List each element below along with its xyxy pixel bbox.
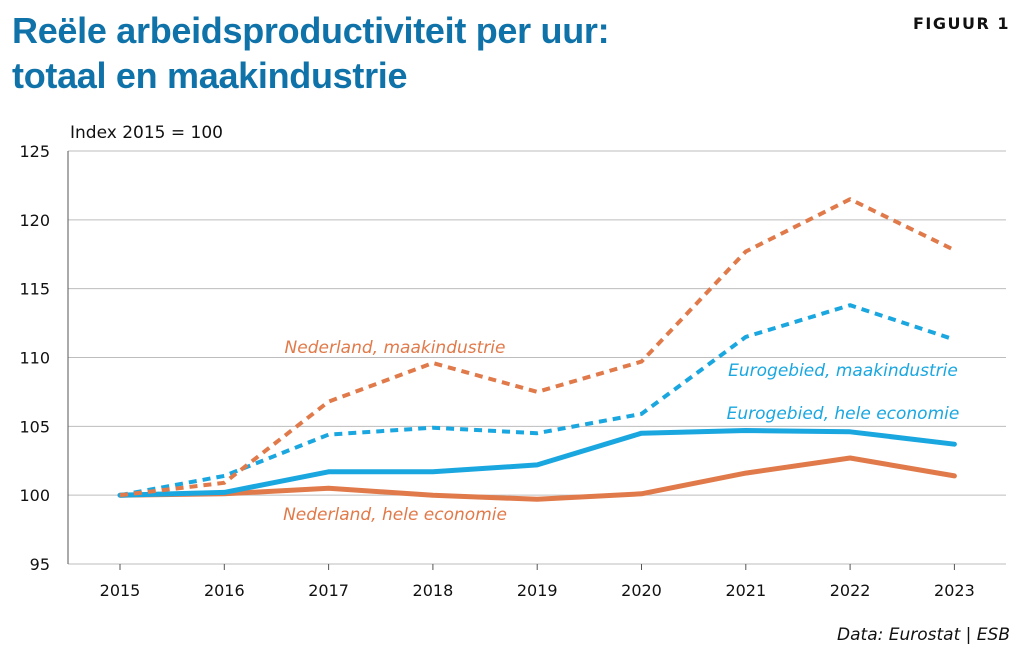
y-tick-100: 100 [19, 486, 50, 505]
x-tick-2023: 2023 [934, 581, 975, 600]
x-tick-2017: 2017 [308, 581, 349, 600]
series-lines [117, 197, 957, 502]
y-axis-unit-label: Index 2015 = 100 [70, 123, 223, 143]
x-tick-2022: 2022 [830, 581, 871, 600]
series-line-eurogebied-hele-economie [117, 428, 957, 498]
x-tick-2019: 2019 [517, 581, 558, 600]
x-tick-2015: 2015 [100, 581, 141, 600]
series-label-eurogebied-hele-economie: Eurogebied, hele economie [727, 404, 960, 424]
chart-title: Reële arbeidsproductiviteit per uur: tot… [12, 8, 610, 98]
y-tick-115: 115 [19, 280, 50, 299]
x-tick-2018: 2018 [413, 581, 454, 600]
series-line-eurogebied-maakindustrie [119, 303, 956, 498]
y-tick-120: 120 [19, 211, 50, 230]
series-label-eurogebied-maakindustrie: Eurogebied, maakindustrie [728, 361, 958, 381]
x-tick-labels: 2015 2016 2017 2018 2019 2020 2021 2022 2023 [100, 581, 975, 600]
series-line-nederland-maakindustrie [119, 197, 956, 498]
y-tick-105: 105 [19, 417, 50, 436]
y-tick-95: 95 [30, 555, 50, 574]
x-tick-2020: 2020 [621, 581, 662, 600]
series-label-nederland-hele-economie: Nederland, hele economie [283, 505, 507, 525]
gridlines [67, 150, 1006, 570]
title-line-2: totaal en maakindustrie [12, 55, 408, 96]
y-tick-110: 110 [19, 349, 50, 368]
x-tick-2021: 2021 [725, 581, 766, 600]
x-tick-2016: 2016 [204, 581, 245, 600]
y-tick-labels: 95 100 105 110 115 120 125 [19, 142, 50, 574]
series-line-nederland-hele-economie [117, 455, 957, 502]
figure-label: FIGUUR 1 [912, 14, 1010, 33]
series-label-nederland-maakindustrie: Nederland, maakindustrie [285, 338, 506, 358]
series-labels: Nederland, maakindustrie Eurogebied, maak… [283, 338, 959, 525]
source-note: Data: Eurostat | ESB [837, 625, 1010, 645]
title-line-1: Reële arbeidsproductiviteit per uur: [12, 10, 610, 51]
y-tick-125: 125 [19, 142, 50, 161]
